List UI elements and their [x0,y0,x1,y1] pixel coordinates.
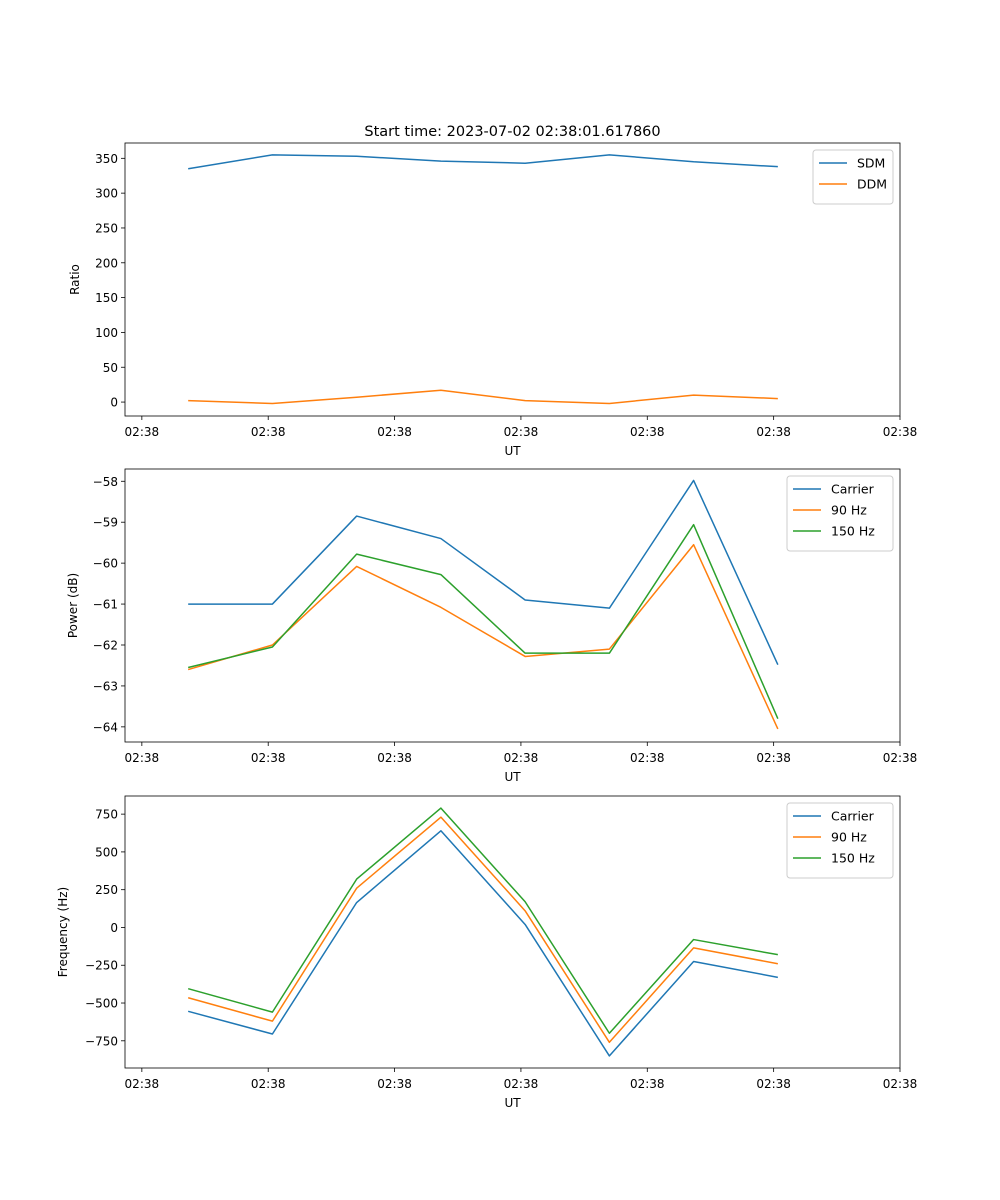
y-axis-label: Frequency (Hz) [56,887,70,978]
y-tick-label: 150 [95,291,118,305]
y-tick-label: 350 [95,152,118,166]
x-tick-label: 02:38 [756,751,791,765]
x-tick-label: 02:38 [756,425,791,439]
series-line-carrier [188,479,779,665]
y-tick-label: −64 [93,720,118,734]
legend: Carrier 90 Hz 150 Hz [786,475,894,552]
chart-panel-1: 02:38 02:38 02:38 02:38 02:38 02:38 02:38 0 50 10… [68,142,918,458]
x-tick-label: 02:38 [883,751,918,765]
y-tick-label: 50 [103,361,118,375]
series-line-90-hz [187,543,779,730]
y-tick-label: −500 [85,997,118,1011]
legend-label: Carrier [831,482,875,497]
y-tick-label: −58 [93,475,118,489]
y-tick-label: 300 [95,187,118,201]
x-tick-label: 02:38 [883,1077,918,1091]
x-tick-label: 02:38 [504,425,539,439]
x-tick-label: 02:38 [630,425,665,439]
y-axis-label: Power (dB) [66,573,80,638]
x-tick-label: 02:38 [504,1077,539,1091]
y-tick-label: 0 [110,396,118,410]
axes-frame [124,795,901,1069]
x-tick-label: 02:38 [377,1077,412,1091]
legend-label: 90 Hz [831,830,867,845]
series-line-ddm [188,389,778,405]
series-line-carrier [187,830,778,1057]
x-axis-label: UT [504,444,521,458]
x-tick-label: 02:38 [883,425,918,439]
series-line-150-hz [188,523,779,719]
chart-panel-2: 02:38 02:38 02:38 02:38 02:38 02:38 02:38 −64 −6… [66,468,918,784]
series-line-sdm [188,154,778,170]
y-tick-label: 250 [95,221,118,235]
chart-panel-3: 02:38 02:38 02:38 02:38 02:38 02:38 02:38 −750 −… [56,795,918,1110]
y-tick-label: −61 [93,598,118,612]
y-tick-label: −62 [93,638,118,652]
x-tick-label: 02:38 [377,425,412,439]
x-axis-label: UT [504,770,521,784]
series-line-150-hz [187,807,778,1034]
y-tick-label: −63 [93,679,118,693]
y-tick-label: 500 [95,845,118,859]
y-tick-label: 200 [95,256,118,270]
x-tick-label: 02:38 [125,1077,160,1091]
y-tick-label: 750 [95,808,118,822]
axes-frame [124,468,901,743]
y-tick-label: 100 [95,326,118,340]
x-tick-label: 02:38 [756,1077,791,1091]
x-tick-label: 02:38 [125,751,160,765]
legend-label: DDM [857,177,887,192]
legend: Carrier 90 Hz 150 Hz [786,802,894,879]
legend-label: 150 Hz [831,524,875,539]
y-tick-label: 250 [95,883,118,897]
figure-title: Start time: 2023-07-02 02:38:01.617860 [364,124,660,140]
series-line-90-hz [187,816,778,1044]
y-tick-label: −59 [93,516,118,530]
y-tick-label: −250 [85,959,118,973]
x-tick-label: 02:38 [251,425,286,439]
legend-label: SDM [857,156,885,171]
x-tick-label: 02:38 [251,751,286,765]
y-tick-label: −750 [85,1034,118,1048]
legend-label: 90 Hz [831,503,867,518]
x-tick-label: 02:38 [630,751,665,765]
x-tick-label: 02:38 [377,751,412,765]
legend-box [786,475,894,552]
legend-label: 150 Hz [831,851,875,866]
y-tick-label: −60 [93,557,118,571]
legend: SDM DDM [812,149,894,205]
y-axis-label: Ratio [68,264,82,295]
x-tick-label: 02:38 [504,751,539,765]
x-axis-label: UT [504,1096,521,1110]
x-tick-label: 02:38 [125,425,160,439]
x-tick-label: 02:38 [251,1077,286,1091]
y-tick-label: 0 [110,921,118,935]
legend-label: Carrier [831,809,875,824]
axes-frame [124,142,901,417]
x-tick-label: 02:38 [630,1077,665,1091]
legend-box [786,802,894,879]
